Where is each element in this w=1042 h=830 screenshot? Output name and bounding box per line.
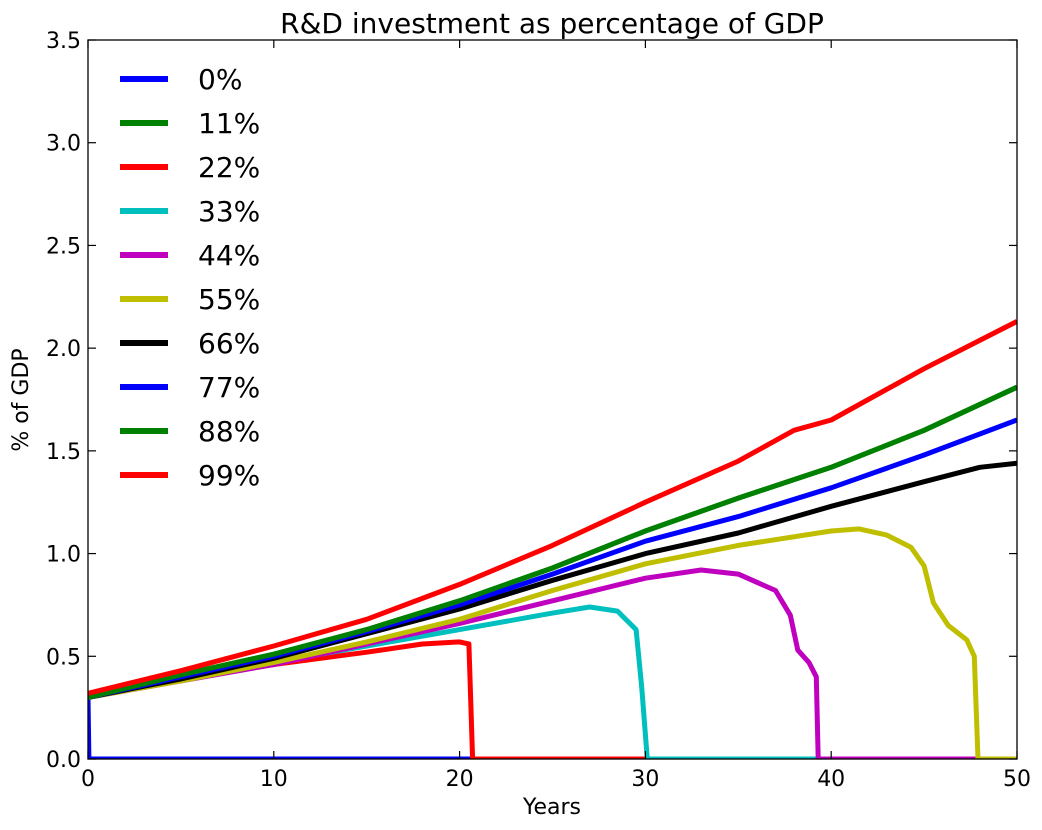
x-tick-label: 20 xyxy=(446,767,474,792)
chart-title: R&D investment as percentage of GDP xyxy=(280,7,824,40)
x-axis-title: Years xyxy=(522,795,581,820)
series-line-5 xyxy=(88,526,1017,759)
legend-label-1: 11% xyxy=(198,107,260,140)
y-tick-label: 0.5 xyxy=(46,645,81,670)
series-lines xyxy=(88,319,1017,759)
y-tick-label: 2.5 xyxy=(46,234,81,259)
x-tick-label: 10 xyxy=(260,767,288,792)
legend-label-0: 0% xyxy=(198,63,242,96)
legend-label-8: 88% xyxy=(198,415,260,448)
x-tick-label: 40 xyxy=(817,767,845,792)
y-axis-ticks: 0.0 0.5 1.0 1.5 2.0 2.5 3.0 3.5 xyxy=(46,29,1017,773)
series-line-8 xyxy=(88,384,1017,700)
legend-label-2: 22% xyxy=(198,151,260,184)
x-tick-label: 50 xyxy=(1003,767,1031,792)
legend-label-6: 66% xyxy=(198,327,260,360)
series-line-3 xyxy=(88,604,1017,759)
legend-label-3: 33% xyxy=(198,195,260,228)
y-tick-label: 2.0 xyxy=(46,337,81,362)
legend-label-9: 99% xyxy=(198,459,260,492)
series-line-0 xyxy=(88,697,1017,759)
y-tick-label: 0.0 xyxy=(46,748,81,773)
legend: 0% 11% 22% 33% 44% 55% 66% 77% 88% 99% xyxy=(120,63,260,492)
y-tick-label: 1.5 xyxy=(46,440,81,465)
x-tick-label: 0 xyxy=(81,767,95,792)
y-tick-label: 3.5 xyxy=(46,29,81,54)
y-tick-label: 1.0 xyxy=(46,543,81,568)
y-axis-title: % of GDP xyxy=(9,348,34,451)
x-axis-ticks: 0 10 20 30 40 50 xyxy=(81,40,1031,792)
legend-label-5: 55% xyxy=(198,283,260,316)
x-tick-label: 30 xyxy=(631,767,659,792)
legend-label-7: 77% xyxy=(198,371,260,404)
plot-frame xyxy=(87,39,1018,760)
legend-label-4: 44% xyxy=(198,239,260,272)
y-tick-label: 3.0 xyxy=(46,132,81,157)
series-line-9 xyxy=(88,319,1017,696)
